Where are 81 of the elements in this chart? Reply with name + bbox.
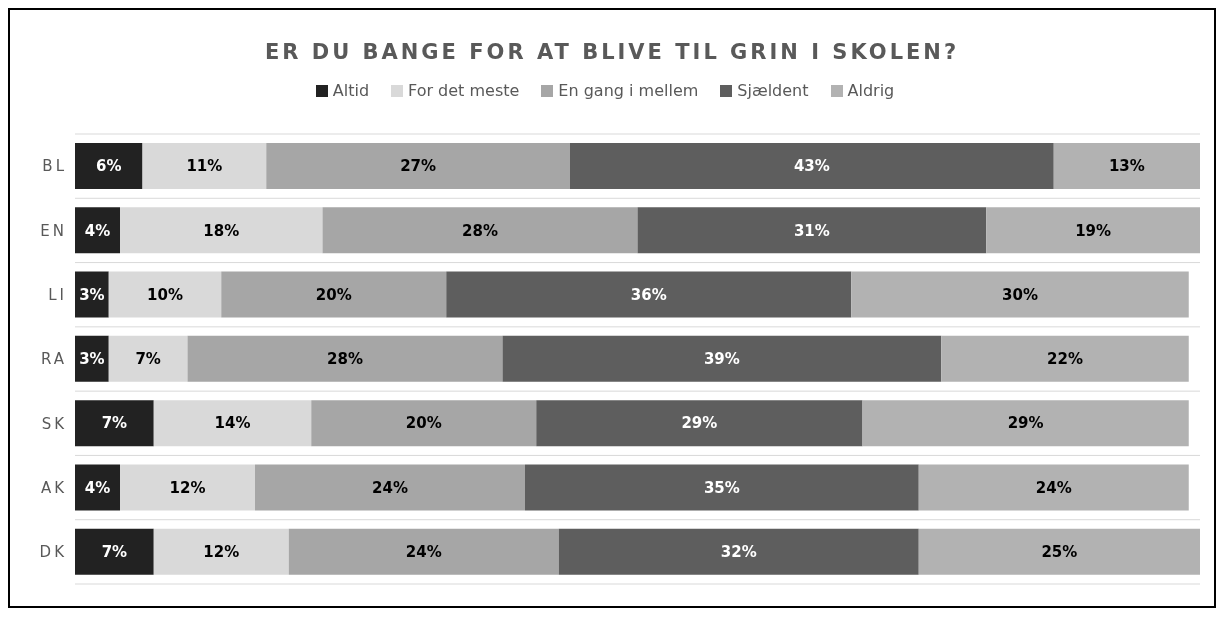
data-label: 6%: [96, 157, 122, 176]
data-label: 24%: [405, 543, 442, 562]
data-label: 13%: [1108, 157, 1145, 176]
bar: [525, 464, 919, 511]
data-label: 18%: [203, 221, 240, 240]
bar: [851, 271, 1189, 318]
data-label: 32%: [720, 543, 757, 562]
bar: [558, 528, 919, 575]
data-label: 29%: [681, 414, 718, 433]
legend-label: Altid: [332, 81, 370, 100]
data-label: 43%: [793, 157, 830, 176]
bar: [108, 271, 222, 318]
y-tick-label: RA: [40, 350, 67, 369]
data-label: 7%: [135, 350, 161, 369]
bar: [75, 400, 154, 447]
bar: [108, 335, 188, 382]
data-label: 24%: [1035, 478, 1072, 497]
chart-title: ER DU BANGE FOR AT BLIVE TIL GRIN I SKOLEN?: [263, 40, 961, 64]
data-label: 14%: [214, 414, 251, 433]
bar: [862, 400, 1189, 447]
bar: [75, 528, 154, 575]
bar: [266, 143, 570, 189]
bar: [941, 335, 1189, 382]
bar: [142, 143, 267, 189]
legend-label: En gang i mellem: [558, 81, 699, 100]
data-label: 12%: [169, 478, 206, 497]
bar: [918, 528, 1200, 575]
bar: [918, 464, 1189, 511]
data-label: 20%: [405, 414, 442, 433]
data-label: 35%: [703, 478, 740, 497]
data-label: 22%: [1047, 350, 1083, 369]
data-label: 11%: [186, 157, 223, 176]
bar: [637, 207, 987, 254]
bar: [288, 528, 559, 575]
y-tick-label: BL: [42, 157, 67, 176]
bar: [255, 464, 525, 511]
data-label: 24%: [372, 478, 408, 497]
data-label: 28%: [327, 350, 363, 369]
bar: [570, 143, 1054, 189]
data-label: 30%: [1002, 285, 1038, 304]
y-tick-label: AK: [40, 478, 67, 497]
bar: [153, 528, 289, 575]
y-tick-label: LI: [48, 286, 67, 305]
legend-label: Sjældent: [737, 81, 809, 100]
bar: [187, 335, 503, 382]
data-label: 10%: [147, 285, 183, 304]
bar: [536, 400, 863, 447]
data-label: 12%: [203, 543, 240, 562]
data-label: 3%: [79, 285, 105, 304]
data-label: 4%: [84, 221, 111, 240]
y-tick-label: SK: [41, 414, 67, 433]
data-label: 39%: [703, 350, 740, 369]
data-label: 36%: [630, 285, 667, 304]
bar: [75, 464, 120, 511]
data-label: 7%: [101, 414, 128, 433]
data-label: 7%: [101, 543, 128, 562]
bar: [311, 400, 537, 447]
data-label: 4%: [84, 478, 111, 497]
data-label: 25%: [1041, 543, 1078, 562]
y-tick-label: DK: [39, 543, 67, 562]
bar: [75, 207, 120, 254]
bar: [221, 271, 447, 318]
data-label: 28%: [462, 221, 498, 240]
data-label: 20%: [315, 285, 352, 304]
bar: [1053, 143, 1200, 189]
bar: [446, 271, 852, 318]
legend-label: For det meste: [408, 81, 520, 100]
bar: [120, 207, 323, 254]
bar: [153, 400, 312, 447]
bar: [986, 207, 1200, 254]
data-label: 27%: [400, 157, 437, 176]
bar: [75, 143, 143, 189]
bar: [502, 335, 942, 382]
bar: [322, 207, 638, 254]
data-label: 19%: [1075, 221, 1112, 240]
data-label: 29%: [1007, 414, 1044, 433]
bar: [120, 464, 255, 511]
y-tick-label: EN: [40, 221, 67, 240]
data-label: 3%: [79, 350, 105, 369]
data-label: 31%: [793, 221, 830, 240]
legend-label: Aldrig: [847, 81, 895, 100]
